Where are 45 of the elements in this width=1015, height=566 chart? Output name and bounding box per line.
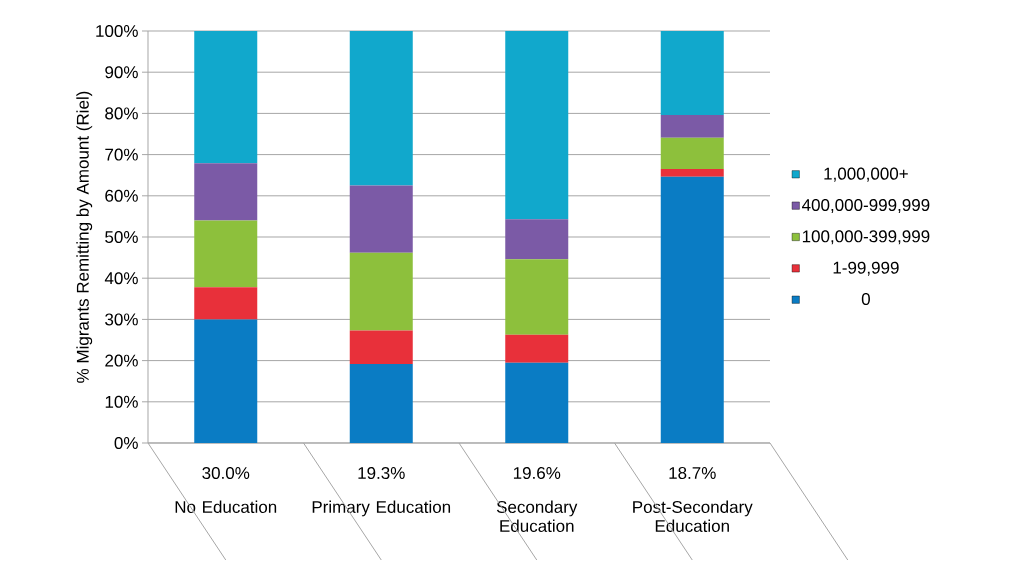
bar	[505, 334, 569, 363]
y-tick-label: 100%	[96, 24, 138, 38]
legend-label: 100,000-399,999	[802, 230, 930, 245]
bar	[349, 31, 413, 186]
x-tick-label: Primary Education	[312, 500, 451, 517]
x-tick-label: Secondary Education	[496, 500, 578, 533]
bar	[660, 115, 724, 138]
text: 19.3%	[358, 466, 405, 480]
y-axis-title: % Migrants Remitting by Amount (Riel)	[76, 91, 93, 383]
bar	[349, 185, 413, 253]
bar	[660, 31, 724, 116]
bar	[349, 363, 413, 443]
bar	[660, 176, 724, 443]
text: 19.6%	[513, 466, 561, 480]
bar	[349, 252, 413, 331]
bar	[660, 169, 724, 177]
y-tick-label: 10%	[105, 395, 138, 408]
bar	[194, 31, 258, 164]
legend-label: 400,000-999,999	[802, 198, 930, 214]
y-tick-label: 80%	[105, 107, 138, 120]
y-tick-label: 40%	[104, 272, 138, 285]
bar	[660, 137, 724, 170]
y-tick-label: 20%	[105, 354, 138, 367]
text: 18.7%	[669, 466, 716, 480]
bar	[194, 319, 258, 443]
legend-label: 1-99,999	[833, 261, 899, 276]
bar	[505, 31, 569, 220]
y-tick-label: 70%	[105, 148, 138, 161]
bar	[349, 330, 413, 364]
y-tick-label: 30%	[105, 313, 138, 326]
x-tick-label: Post-Secondary Education	[633, 500, 753, 533]
bar	[194, 163, 258, 221]
y-tick-label: 90%	[105, 66, 138, 79]
bar	[194, 220, 258, 288]
bar	[194, 287, 258, 320]
x-tick-label: No Education	[175, 500, 277, 514]
y-tick-label: 0%	[114, 436, 138, 450]
bar	[505, 362, 569, 443]
bar	[505, 219, 569, 260]
bar	[505, 259, 569, 335]
legend-label: 1,000,000+	[824, 167, 908, 182]
y-tick-label: 50%	[105, 230, 138, 244]
y-tick-label: 60%	[105, 189, 138, 202]
text: 30.0%	[202, 466, 250, 480]
text: 0	[861, 293, 870, 306]
